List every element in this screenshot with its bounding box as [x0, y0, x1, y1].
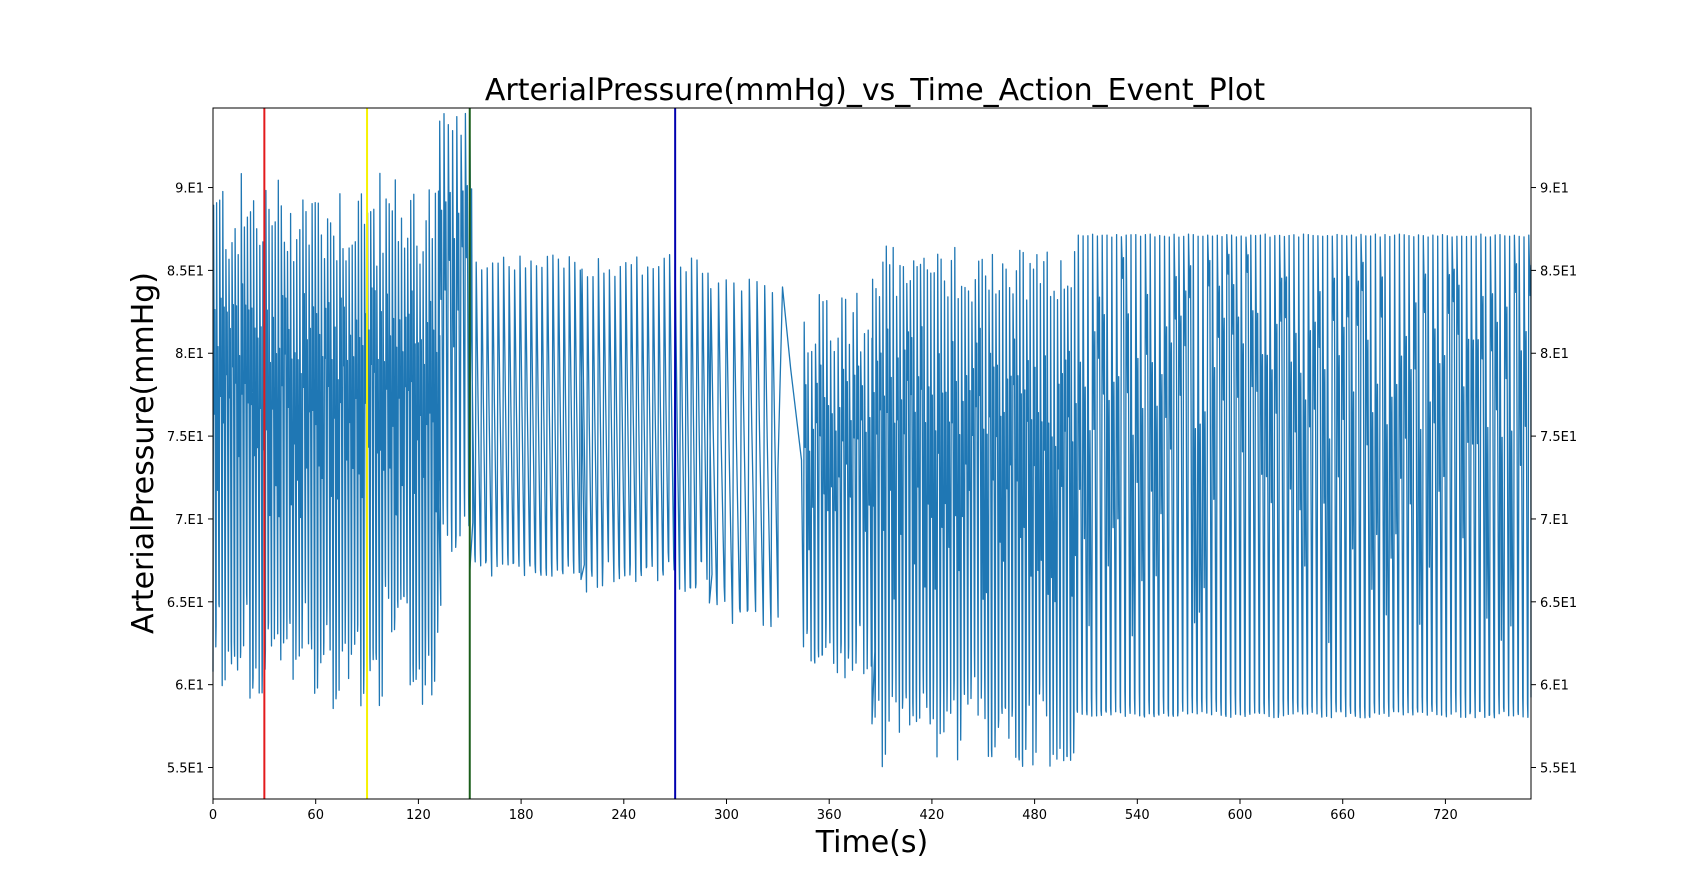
y-right-tick-label: 9.E1 [1540, 182, 1569, 197]
x-axis: 0 60 120 180 240 300 360 420 480 540 600 660 720 [209, 799, 1458, 823]
y-right-tick-label: 8.5E1 [1540, 264, 1577, 279]
y-axis-label: ArterialPressure(mmHg) [126, 272, 161, 634]
x-tick-label: 120 [406, 808, 431, 823]
y-right-tick-label: 8.E1 [1540, 347, 1569, 362]
event-lines [263, 108, 677, 799]
x-tick-label: 180 [509, 808, 534, 823]
y-tick-label: 8.E1 [175, 347, 204, 362]
y-right-tick-label: 7.E1 [1540, 513, 1569, 528]
x-tick-label: 720 [1433, 808, 1458, 823]
x-tick-label: 480 [1022, 808, 1047, 823]
y-tick-label: 9.E1 [175, 182, 204, 197]
x-tick-label: 660 [1330, 808, 1355, 823]
x-tick-label: 60 [307, 808, 324, 823]
y-right-tick-label: 6.5E1 [1540, 596, 1577, 611]
plot-frame [212, 107, 1532, 800]
series-line-0 [212, 112, 1532, 768]
x-tick-label: 420 [919, 808, 944, 823]
y-axis-right: 5.5E1 6.E1 6.5E1 7.E1 7.5E1 8.E1 8.5E1 9.E1 [1531, 182, 1577, 777]
y-right-tick-label: 7.5E1 [1540, 430, 1577, 445]
y-axis-left: 5.5E1 6.E1 6.5E1 7.E1 7.5E1 8.E1 8.5E1 9.E1 [167, 182, 213, 777]
y-tick-label: 7.E1 [175, 513, 204, 528]
chart-title: ArterialPressure(mmHg)_vs_Time_Action_Ev… [485, 73, 1266, 108]
x-tick-label: 300 [714, 808, 739, 823]
y-tick-label: 7.5E1 [167, 430, 204, 445]
x-tick-label: 240 [611, 808, 636, 823]
y-tick-label: 6.E1 [175, 679, 204, 694]
y-right-tick-label: 6.E1 [1540, 679, 1569, 694]
x-axis-label: Time(s) [815, 825, 928, 860]
x-tick-label: 600 [1228, 808, 1253, 823]
x-tick-label: 0 [209, 808, 217, 823]
y-tick-label: 6.5E1 [167, 596, 204, 611]
x-tick-label: 540 [1125, 808, 1150, 823]
y-right-tick-label: 5.5E1 [1540, 762, 1577, 777]
x-tick-label: 360 [817, 808, 842, 823]
y-tick-label: 5.5E1 [167, 762, 204, 777]
plot-area [212, 112, 1532, 768]
y-tick-label: 8.5E1 [167, 264, 204, 279]
